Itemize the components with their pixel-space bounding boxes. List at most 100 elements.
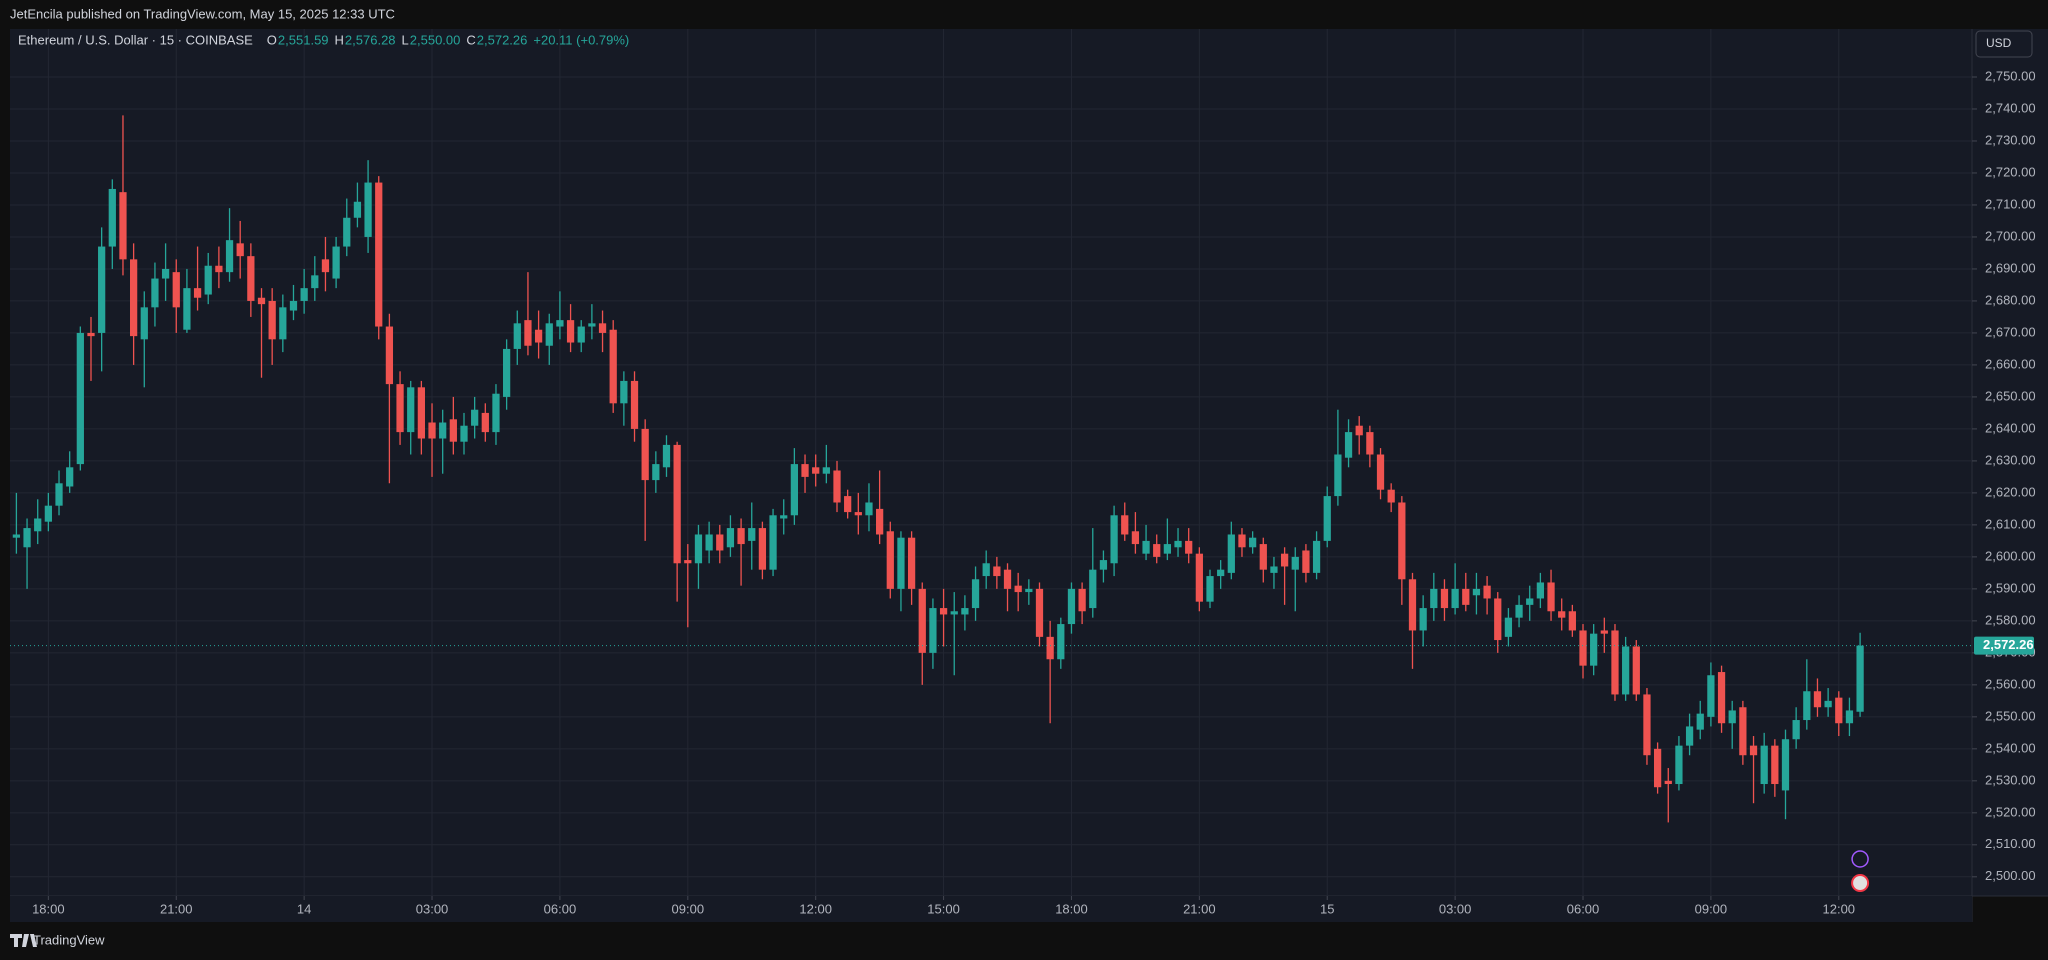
candle-body bbox=[1110, 515, 1118, 564]
candle-body bbox=[396, 384, 404, 433]
candle-body bbox=[822, 467, 830, 474]
candle-body bbox=[833, 470, 841, 503]
candle-body bbox=[204, 265, 212, 295]
candle-body bbox=[684, 560, 692, 564]
candle-body bbox=[673, 444, 681, 564]
candle-body bbox=[1249, 537, 1257, 548]
candle-body bbox=[812, 467, 820, 474]
candle-body bbox=[55, 483, 63, 506]
candle-body bbox=[417, 387, 425, 439]
x-tick-label: 12:00 bbox=[1823, 901, 1856, 916]
candle-body bbox=[1547, 582, 1555, 612]
candle-body bbox=[1366, 432, 1374, 455]
y-tick-label: 2,590.00 bbox=[1985, 580, 2036, 595]
candle-body bbox=[1739, 707, 1747, 756]
last-price-label: 2,572.26 bbox=[1983, 637, 2034, 652]
y-tick-label: 2,660.00 bbox=[1985, 356, 2036, 371]
candle-body bbox=[1835, 697, 1843, 724]
candle-body bbox=[492, 393, 500, 433]
labels: O 2,551.59 H 2,576.28 L 2,550.00 C 2,572.26 +20.… bbox=[32, 32, 2036, 916]
price-axis-area bbox=[1972, 29, 2048, 896]
candle-body bbox=[332, 246, 340, 279]
candle-body bbox=[289, 300, 298, 311]
y-tick-label: 2,510.00 bbox=[1985, 836, 2036, 851]
candle-body bbox=[758, 528, 767, 570]
candle-body bbox=[66, 467, 74, 487]
candle-body bbox=[652, 464, 660, 481]
candle-body bbox=[12, 534, 21, 538]
y-tick-label: 2,500.00 bbox=[1985, 868, 2036, 883]
candle-body bbox=[1472, 588, 1481, 596]
event-icon bbox=[1851, 850, 1869, 868]
y-tick-label: 2,630.00 bbox=[1985, 452, 2036, 467]
candle-body bbox=[577, 326, 585, 343]
candle-body bbox=[876, 508, 884, 535]
legend-key: O bbox=[267, 32, 277, 47]
candle-body bbox=[1419, 608, 1427, 631]
candle-body bbox=[98, 246, 106, 333]
candle-body bbox=[1579, 630, 1587, 666]
candle-body bbox=[897, 537, 905, 589]
y-tick-label: 2,690.00 bbox=[1985, 260, 2036, 275]
candle-body bbox=[503, 348, 511, 397]
candle-body bbox=[907, 537, 916, 589]
candle-body bbox=[1856, 645, 1864, 712]
candle-body bbox=[1089, 569, 1097, 609]
candle-body bbox=[598, 323, 607, 333]
candle-body bbox=[844, 496, 852, 513]
y-tick-label: 2,750.00 bbox=[1985, 68, 2036, 83]
candle-body bbox=[385, 326, 394, 385]
candle-body bbox=[588, 323, 596, 327]
candle-body bbox=[534, 329, 543, 343]
candle-body bbox=[481, 412, 489, 433]
candle-body bbox=[1558, 611, 1566, 618]
currency-button[interactable] bbox=[1975, 30, 2033, 58]
candle-body bbox=[1845, 710, 1854, 724]
candle-body bbox=[1707, 675, 1715, 717]
candle-body bbox=[1014, 585, 1022, 593]
candle-body bbox=[1504, 617, 1513, 637]
y-tick-label: 2,520.00 bbox=[1985, 804, 2036, 819]
candle-body bbox=[300, 288, 308, 301]
y-tick-label: 2,620.00 bbox=[1985, 484, 2036, 499]
candle-body bbox=[1334, 454, 1342, 497]
candle-body bbox=[556, 320, 564, 327]
y-tick-label: 2,580.00 bbox=[1985, 612, 2036, 627]
grid bbox=[10, 29, 1972, 896]
candle-body bbox=[1163, 544, 1172, 554]
candle-body bbox=[247, 256, 255, 301]
currency-label[interactable]: USD bbox=[1986, 36, 2012, 50]
candle-body bbox=[918, 588, 926, 653]
brand-logo bbox=[10, 934, 37, 947]
candle-body bbox=[279, 307, 287, 340]
last-price-badge bbox=[1974, 636, 2034, 655]
candle-body bbox=[119, 192, 127, 260]
candle-body bbox=[705, 534, 713, 551]
y-tick-label: 2,670.00 bbox=[1985, 324, 2036, 339]
candle-body bbox=[1430, 588, 1438, 609]
x-tick-label: 03:00 bbox=[1439, 901, 1472, 916]
candle-body bbox=[364, 182, 372, 237]
y-tick-label: 2,550.00 bbox=[1985, 708, 2036, 723]
x-tick-label: 21:00 bbox=[160, 901, 193, 916]
candle-body bbox=[1206, 576, 1214, 602]
y-tick-label: 2,680.00 bbox=[1985, 292, 2036, 307]
candle-body bbox=[1131, 531, 1140, 545]
candle-body bbox=[471, 409, 479, 426]
candle-body bbox=[108, 188, 116, 247]
legend-value: 2,551.59 bbox=[278, 32, 329, 47]
candle-body bbox=[1643, 694, 1651, 756]
candle-body bbox=[130, 259, 138, 337]
candle-body bbox=[716, 534, 724, 551]
candle-body bbox=[1270, 566, 1278, 573]
candle-body bbox=[1280, 553, 1289, 567]
candle-body bbox=[609, 329, 617, 404]
candle-body bbox=[161, 268, 170, 279]
candle-body bbox=[950, 611, 958, 615]
candle-body bbox=[1408, 579, 1417, 631]
x-tick-label: 18:00 bbox=[1055, 901, 1088, 916]
candle-body bbox=[1685, 726, 1694, 746]
candle-body bbox=[1291, 556, 1299, 570]
event-icon bbox=[1851, 874, 1870, 892]
